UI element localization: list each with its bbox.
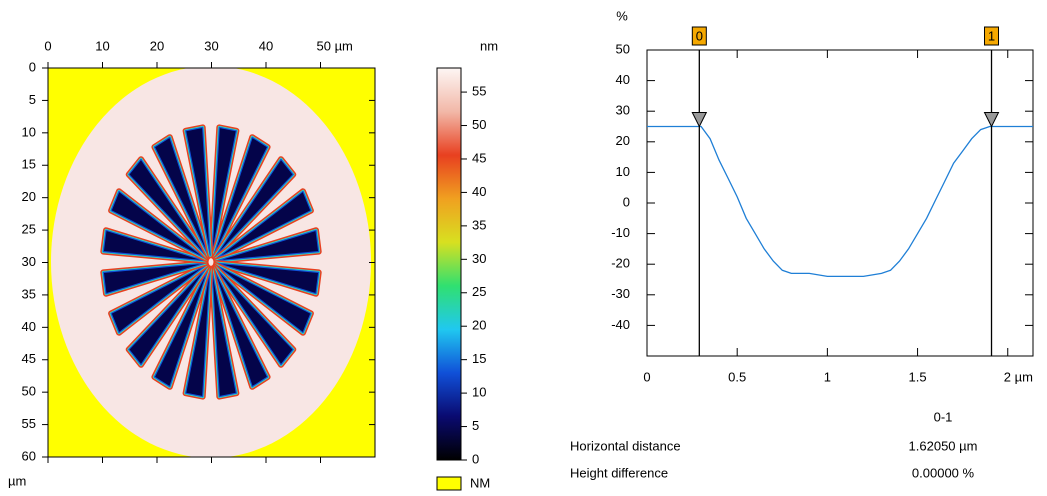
spoke (215, 264, 312, 334)
y-tick-label: 55 (22, 416, 36, 431)
spoke (128, 266, 208, 366)
table-cell: 0.00000 % (912, 465, 975, 480)
spoke (102, 262, 207, 295)
spoke (185, 126, 211, 256)
colorbar-tick-label: 40 (472, 184, 486, 199)
y-tick-label: 0 (29, 59, 36, 74)
x-tick-label: 30 (204, 38, 218, 53)
table-cell: 1.62050 µm (909, 438, 978, 453)
legend-label: NM (470, 475, 490, 490)
y-tick-label: 50 (616, 41, 630, 56)
spoke (110, 264, 207, 334)
marker-label: 0 (696, 28, 703, 43)
marker-box (984, 26, 1000, 46)
y-tick-label: -10 (611, 225, 630, 240)
colorbar-tick-label: 0 (472, 451, 479, 466)
colorbar-tick-label: 35 (472, 217, 486, 232)
spoke (214, 158, 294, 258)
colorbar-tick-label: 50 (472, 117, 486, 132)
axis-unit: µm (8, 473, 26, 488)
y-tick-label: -40 (611, 317, 630, 332)
x-tick-label: 0.5 (728, 369, 746, 384)
spokes (100, 124, 322, 400)
y-tick-label: 5 (29, 92, 36, 107)
colorbar-label: nm (480, 38, 498, 53)
colorbar (436, 67, 462, 461)
y-tick-label: -30 (611, 286, 630, 301)
legend-swatch (436, 476, 462, 491)
spoke (153, 267, 210, 388)
y-tick-label: 10 (616, 164, 630, 179)
table-cell: Horizontal distance (570, 438, 681, 453)
x-tick-label: 10 (95, 38, 109, 53)
spoke (214, 266, 294, 366)
y-axis-label: % (616, 8, 628, 23)
spoke (128, 158, 208, 258)
image-disc (51, 68, 371, 457)
image-panel (48, 68, 375, 457)
marker-triangle (983, 112, 1000, 128)
y-tick-label: 35 (22, 286, 36, 301)
y-tick-label: 0 (623, 194, 630, 209)
y-tick-label: -20 (611, 256, 630, 271)
table-cell: Height difference (570, 465, 668, 480)
spoke (212, 136, 269, 257)
spoke (215, 262, 320, 295)
marker-label: 1 (988, 28, 995, 43)
spoke (215, 229, 320, 262)
table-header: 0-1 (934, 409, 953, 424)
y-tick-label: 60 (22, 448, 36, 463)
spoke (153, 136, 210, 257)
colorbar-tick-label: 5 (472, 418, 479, 433)
x-tick-label: 0 (643, 369, 650, 384)
colorbar-tick-label: 20 (472, 318, 486, 333)
x-tick-label: 40 (259, 38, 273, 53)
x-tick-label: 20 (150, 38, 164, 53)
y-tick-label: 40 (616, 72, 630, 87)
marker-box (691, 26, 707, 46)
y-tick-label: 45 (22, 351, 36, 366)
spoke (102, 229, 207, 262)
y-tick-label: 30 (616, 103, 630, 118)
x-tick-label: 1.5 (909, 369, 927, 384)
spoke (211, 268, 237, 398)
spoke (185, 268, 211, 398)
y-tick-label: 15 (22, 157, 36, 172)
y-tick-label: 25 (22, 222, 36, 237)
y-tick-label: 50 (22, 384, 36, 399)
marker-triangle (691, 112, 708, 128)
x-tick-label: 1 (824, 369, 831, 384)
spoke (110, 190, 207, 260)
x-tick-label: 2 µm (1004, 369, 1033, 384)
spoke (215, 190, 312, 260)
colorbar-tick-label: 30 (472, 251, 486, 266)
colorbar-tick-label: 10 (472, 385, 486, 400)
x-tick-label: 50 µm (317, 38, 353, 53)
colorbar-tick-label: 25 (472, 284, 486, 299)
y-tick-label: 20 (616, 133, 630, 148)
colorbar-tick-label: 45 (472, 150, 486, 165)
profile-line (647, 125, 1033, 278)
y-tick-label: 30 (22, 254, 36, 269)
colorbar-tick-label: 15 (472, 351, 486, 366)
plot-frame (646, 49, 1034, 357)
spoke (212, 267, 269, 388)
x-tick-label: 0 (44, 38, 51, 53)
y-tick-label: 10 (22, 124, 36, 139)
colorbar-tick-label: 55 (472, 84, 486, 99)
y-tick-label: 20 (22, 189, 36, 204)
y-tick-label: 40 (22, 319, 36, 334)
spoke (211, 126, 237, 256)
